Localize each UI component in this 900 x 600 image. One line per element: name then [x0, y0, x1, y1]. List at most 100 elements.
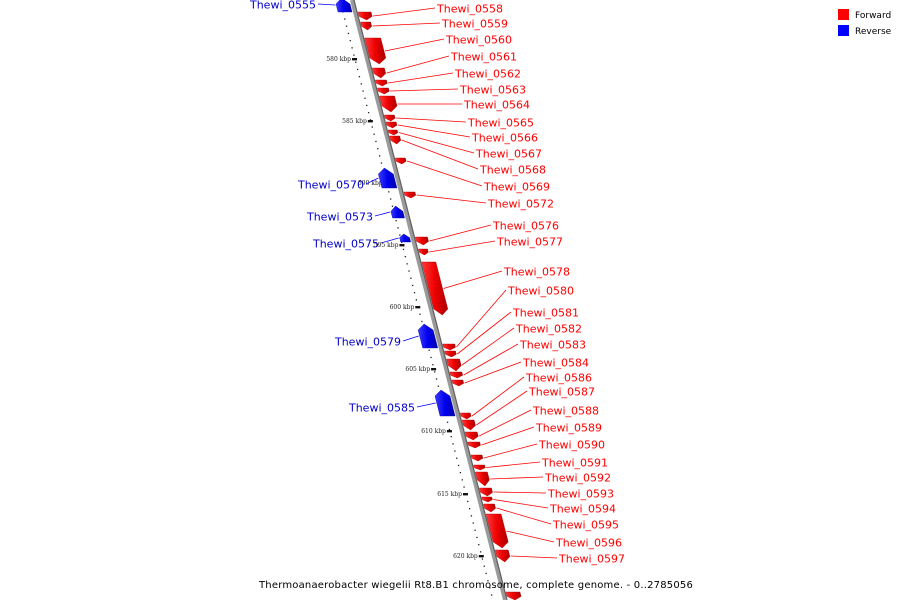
forward-gene-label[interactable]: Thewi_0576 [492, 220, 559, 233]
scale-dot [468, 508, 471, 510]
forward-gene-arrow[interactable] [418, 248, 429, 256]
forward-gene-label[interactable]: Thewi_0577 [496, 236, 563, 249]
forward-gene-arrow[interactable] [415, 236, 429, 246]
scale-dot [378, 155, 381, 157]
forward-gene-label[interactable]: Thewi_0586 [525, 372, 592, 385]
reverse-gene-label[interactable]: Thewi_0555 [249, 0, 316, 12]
forward-gene-label[interactable]: Thewi_0581 [512, 307, 579, 320]
gene-leader-line [457, 311, 512, 355]
forward-gene-label[interactable]: Thewi_0592 [544, 472, 611, 485]
forward-gene-label[interactable]: Thewi_0560 [445, 34, 512, 47]
legend-forward-label: Forward [855, 11, 891, 21]
forward-gene-arrow[interactable] [467, 441, 481, 449]
forward-gene-arrow[interactable] [403, 191, 417, 199]
forward-gene-arrow[interactable] [460, 412, 472, 420]
forward-gene-arrow[interactable] [449, 371, 463, 379]
forward-gene-arrow[interactable] [494, 549, 511, 563]
reverse-gene-arrow[interactable] [399, 233, 411, 243]
forward-gene-label[interactable]: Thewi_0559 [441, 18, 508, 31]
forward-gene-arrow[interactable] [387, 129, 399, 136]
gene-leader-line [380, 237, 399, 244]
forward-gene-label[interactable]: Thewi_0564 [463, 99, 530, 112]
forward-gene-label[interactable]: Thewi_0590 [538, 439, 605, 452]
reverse-gene-label[interactable]: Thewi_0579 [334, 336, 401, 349]
gene-leader-line [397, 124, 471, 138]
reverse-gene-label[interactable]: Thewi_0585 [348, 402, 415, 415]
forward-gene-label[interactable]: Thewi_0588 [532, 405, 599, 418]
scale-dot [366, 104, 368, 107]
forward-gene-arrow[interactable] [421, 261, 449, 316]
forward-gene-arrow[interactable] [461, 419, 476, 431]
forward-gene-label[interactable]: Thewi_0572 [487, 198, 554, 211]
forward-gene-arrow[interactable] [379, 95, 398, 113]
forward-gene-label[interactable]: Thewi_0565 [467, 117, 534, 130]
scale-dot [437, 385, 440, 387]
scale-dot [452, 443, 454, 445]
forward-gene-arrow[interactable] [360, 21, 372, 31]
scale-tick [446, 430, 452, 433]
gene-leader-line [496, 507, 552, 525]
reverse-gene-label[interactable]: Thewi_0573 [306, 211, 373, 224]
forward-gene-label[interactable]: Thewi_0593 [547, 488, 614, 501]
forward-gene-arrow[interactable] [446, 358, 462, 372]
forward-gene-arrow[interactable] [357, 11, 373, 21]
forward-gene-label[interactable]: Thewi_0568 [479, 164, 546, 177]
forward-gene-label[interactable]: Thewi_0578 [503, 266, 570, 279]
gene-leader-line [402, 335, 419, 342]
forward-gene-label[interactable]: Thewi_0597 [558, 553, 625, 566]
forward-gene-arrow[interactable] [375, 79, 388, 87]
reverse-gene-arrow[interactable] [390, 205, 405, 219]
scale-tick-label: 580 kbp [326, 56, 351, 63]
forward-gene-arrow[interactable] [395, 157, 407, 165]
forward-gene-label[interactable]: Thewi_0567 [475, 148, 542, 161]
scale-dot [463, 486, 465, 488]
legend-forward-swatch [838, 9, 849, 20]
forward-gene-arrow[interactable] [389, 135, 402, 145]
forward-gene-label[interactable]: Thewi_0562 [454, 68, 521, 81]
scale-dot [490, 594, 493, 596]
forward-gene-arrow[interactable] [464, 431, 479, 441]
forward-gene-arrow[interactable] [372, 67, 386, 79]
forward-gene-label[interactable]: Thewi_0596 [555, 537, 622, 550]
reverse-gene-arrow[interactable] [378, 167, 398, 189]
forward-gene-label[interactable]: Thewi_0587 [528, 386, 595, 399]
reverse-gene-arrow[interactable] [417, 323, 438, 349]
forward-gene-arrow[interactable] [442, 343, 456, 351]
forward-gene-arrow[interactable] [377, 87, 390, 95]
forward-gene-label[interactable]: Thewi_0569 [483, 181, 550, 194]
scale-dot [391, 205, 394, 207]
reverse-gene-label[interactable]: Thewi_0575 [312, 238, 379, 251]
forward-gene-arrow[interactable] [451, 379, 464, 387]
reverse-gene-arrow[interactable] [335, 0, 353, 13]
reverse-gene-arrow[interactable] [434, 389, 456, 417]
forward-gene-arrow[interactable] [384, 114, 396, 122]
scale-tick-label: 605 kbp [405, 366, 430, 373]
forward-gene-arrow[interactable] [483, 503, 496, 513]
forward-gene-label[interactable]: Thewi_0558 [436, 3, 503, 16]
forward-gene-arrow[interactable] [364, 37, 387, 65]
forward-gene-label[interactable]: Thewi_0566 [471, 132, 538, 145]
forward-gene-label[interactable]: Thewi_0591 [541, 457, 608, 470]
forward-gene-arrow[interactable] [475, 471, 490, 487]
forward-gene-arrow[interactable] [485, 513, 509, 549]
forward-gene-label[interactable]: Thewi_0594 [549, 503, 616, 516]
forward-gene-label[interactable]: Thewi_0584 [522, 357, 589, 370]
forward-gene-arrow[interactable] [505, 591, 522, 600]
forward-gene-label[interactable]: Thewi_0583 [519, 339, 586, 352]
forward-gene-arrow[interactable] [481, 496, 493, 503]
forward-gene-arrow[interactable] [385, 121, 398, 129]
forward-gene-label[interactable]: Thewi_0582 [515, 323, 582, 336]
forward-gene-label[interactable]: Thewi_0595 [552, 519, 619, 532]
scale-dot [470, 515, 473, 517]
forward-gene-label[interactable]: Thewi_0580 [507, 285, 574, 298]
forward-gene-arrow[interactable] [470, 454, 484, 462]
forward-gene-arrow[interactable] [479, 487, 493, 497]
forward-gene-label[interactable]: Thewi_0563 [459, 84, 526, 97]
forward-gene-arrow[interactable] [473, 464, 486, 471]
forward-gene-label[interactable]: Thewi_0561 [450, 51, 517, 64]
reverse-gene-label[interactable]: Thewi_0570 [297, 179, 364, 192]
forward-gene-label[interactable]: Thewi_0589 [535, 422, 602, 435]
gene-leader-line [373, 7, 436, 17]
forward-gene-arrow[interactable] [444, 350, 457, 358]
gene-leader-line [429, 224, 492, 242]
